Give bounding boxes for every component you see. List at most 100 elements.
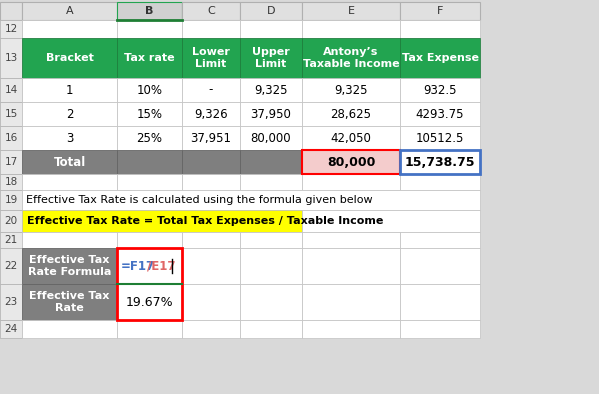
Bar	[0, 38, 22, 78]
Text: Bracket: Bracket	[46, 53, 93, 63]
Bar	[400, 232, 480, 248]
Text: 9,325: 9,325	[254, 84, 288, 97]
Text: Tax Expense: Tax Expense	[401, 53, 479, 63]
Text: =F17: =F17	[121, 260, 155, 273]
Bar	[22, 248, 117, 284]
Bar	[400, 126, 480, 150]
Bar	[240, 320, 302, 338]
Text: 24: 24	[4, 324, 17, 334]
Bar	[0, 150, 22, 174]
Bar	[240, 174, 302, 190]
Bar	[302, 232, 400, 248]
Text: Antony’s
Taxable Income: Antony’s Taxable Income	[302, 47, 400, 69]
Bar	[302, 126, 400, 150]
Bar	[240, 150, 302, 174]
Bar	[0, 2, 22, 20]
Bar	[302, 248, 400, 284]
Bar	[22, 174, 117, 190]
Text: 37,950: 37,950	[250, 108, 292, 121]
Text: Tax rate: Tax rate	[124, 53, 175, 63]
Bar	[240, 78, 302, 102]
Bar	[22, 320, 117, 338]
Text: D: D	[267, 6, 276, 16]
Text: 42,050: 42,050	[331, 132, 371, 145]
Text: Effective Tax Rate = Total Tax Expenses / Taxable Income: Effective Tax Rate = Total Tax Expenses …	[27, 216, 383, 226]
Text: 37,951: 37,951	[190, 132, 231, 145]
Text: 23: 23	[4, 297, 17, 307]
Bar	[22, 210, 302, 232]
Bar	[182, 38, 240, 78]
Bar	[302, 38, 400, 78]
Bar	[182, 232, 240, 248]
Bar	[400, 78, 480, 102]
Bar	[302, 210, 480, 232]
Text: E: E	[347, 6, 355, 16]
Bar	[400, 320, 480, 338]
Bar	[400, 150, 480, 174]
Bar	[117, 102, 182, 126]
Bar	[400, 102, 480, 126]
Text: 13: 13	[4, 53, 17, 63]
Text: Total: Total	[53, 156, 86, 169]
Bar	[182, 284, 240, 320]
Bar	[400, 20, 480, 38]
Text: 18: 18	[4, 177, 17, 187]
Bar	[117, 126, 182, 150]
Bar	[182, 150, 240, 174]
Bar	[302, 102, 400, 126]
Text: 17: 17	[4, 157, 17, 167]
Text: Effective Tax
Rate Formula: Effective Tax Rate Formula	[28, 255, 111, 277]
Text: Upper
Limit: Upper Limit	[252, 47, 290, 69]
Text: 25%: 25%	[137, 132, 162, 145]
Bar	[182, 126, 240, 150]
Bar	[0, 126, 22, 150]
Bar	[22, 126, 117, 150]
Text: 9,326: 9,326	[194, 108, 228, 121]
Bar	[182, 174, 240, 190]
Bar	[117, 248, 182, 320]
Text: /E17: /E17	[147, 260, 176, 273]
Bar	[400, 2, 480, 20]
Text: A: A	[66, 6, 73, 16]
Bar	[0, 320, 22, 338]
Bar	[302, 284, 400, 320]
Bar	[302, 2, 400, 20]
Bar	[182, 2, 240, 20]
Bar	[302, 150, 400, 174]
Bar	[22, 284, 117, 320]
Bar	[240, 126, 302, 150]
Bar	[22, 190, 480, 210]
Bar	[0, 232, 22, 248]
Text: B: B	[146, 6, 154, 16]
Text: 19.67%: 19.67%	[126, 296, 173, 309]
Text: 20: 20	[4, 216, 17, 226]
Bar	[240, 232, 302, 248]
Text: 15: 15	[4, 109, 17, 119]
Text: F: F	[437, 6, 443, 16]
Bar	[0, 20, 22, 38]
Text: 14: 14	[4, 85, 17, 95]
Text: 28,625: 28,625	[331, 108, 371, 121]
Bar	[240, 248, 302, 284]
Text: 80,000: 80,000	[327, 156, 375, 169]
Text: 12: 12	[4, 24, 17, 34]
Bar	[0, 210, 22, 232]
Text: 2: 2	[66, 108, 73, 121]
Bar	[182, 78, 240, 102]
Text: 10512.5: 10512.5	[416, 132, 464, 145]
Bar	[117, 150, 182, 174]
Text: 3: 3	[66, 132, 73, 145]
Text: 21: 21	[4, 235, 17, 245]
Bar	[302, 320, 400, 338]
Bar	[400, 174, 480, 190]
Text: 80,000: 80,000	[251, 132, 291, 145]
Text: 4293.75: 4293.75	[416, 108, 464, 121]
Text: 15,738.75: 15,738.75	[405, 156, 475, 169]
Bar	[22, 232, 117, 248]
Bar	[0, 174, 22, 190]
Bar	[182, 20, 240, 38]
Bar	[117, 2, 182, 20]
Text: Lower
Limit: Lower Limit	[192, 47, 230, 69]
Bar	[22, 102, 117, 126]
Bar	[0, 248, 22, 284]
